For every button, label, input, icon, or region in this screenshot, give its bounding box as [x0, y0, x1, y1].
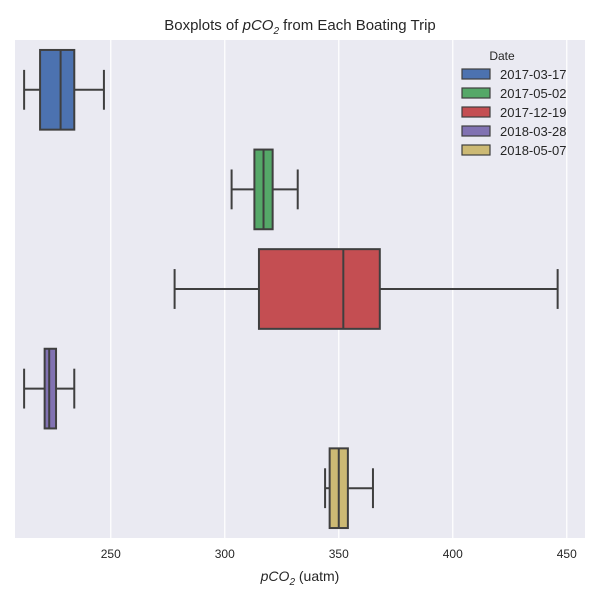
legend-label: 2018-05-07	[500, 143, 567, 158]
box-2017-12-19	[173, 248, 559, 330]
legend-swatch	[461, 144, 491, 156]
legend-item: 2017-12-19	[461, 105, 567, 120]
legend-item: 2018-05-07	[461, 143, 567, 158]
x-tick-label: 450	[557, 547, 577, 561]
x-axis-label-subscript: 2	[288, 577, 295, 588]
box-2018-05-07	[324, 447, 374, 530]
title-variable: pCO	[242, 17, 274, 34]
legend-item: 2018-03-28	[461, 124, 567, 139]
title-prefix: Boxplots of	[164, 17, 242, 34]
x-axis-label-unit: (uatm)	[295, 568, 339, 584]
legend-item: 2017-03-17	[461, 67, 567, 82]
legend-swatch	[461, 87, 491, 99]
iqr-box	[257, 248, 381, 330]
iqr-box	[43, 347, 58, 430]
x-tick-label: 400	[443, 547, 463, 561]
legend-item: 2017-05-02	[461, 86, 567, 101]
box-2017-03-17	[23, 48, 105, 131]
x-tick-label: 300	[215, 547, 235, 561]
legend-swatch	[461, 106, 491, 118]
legend: Date 2017-03-17 2017-05-02 2017-12-19 2018-0…	[461, 49, 567, 158]
title-suffix: from Each Boating Trip	[279, 17, 436, 34]
x-tick-label: 250	[101, 547, 121, 561]
legend-swatch	[461, 125, 491, 137]
legend-title: Date	[489, 49, 515, 63]
iqr-box	[39, 48, 76, 131]
box-2018-03-28	[23, 347, 76, 430]
chart-title: Boxplots of pCO2 from Each Boating Trip	[164, 17, 436, 37]
legend-label: 2017-03-17	[500, 67, 567, 82]
title-subscript: 2	[272, 26, 279, 37]
legend-label: 2017-12-19	[500, 105, 567, 120]
x-tick-label: 350	[329, 547, 349, 561]
box-2017-05-02	[230, 148, 299, 231]
x-axis-label: pCO2 (uatm)	[260, 568, 340, 588]
legend-label: 2017-05-02	[500, 86, 567, 101]
legend-swatch	[461, 68, 491, 80]
legend-label: 2018-03-28	[500, 124, 567, 139]
x-axis-label-variable: pCO	[260, 568, 290, 584]
